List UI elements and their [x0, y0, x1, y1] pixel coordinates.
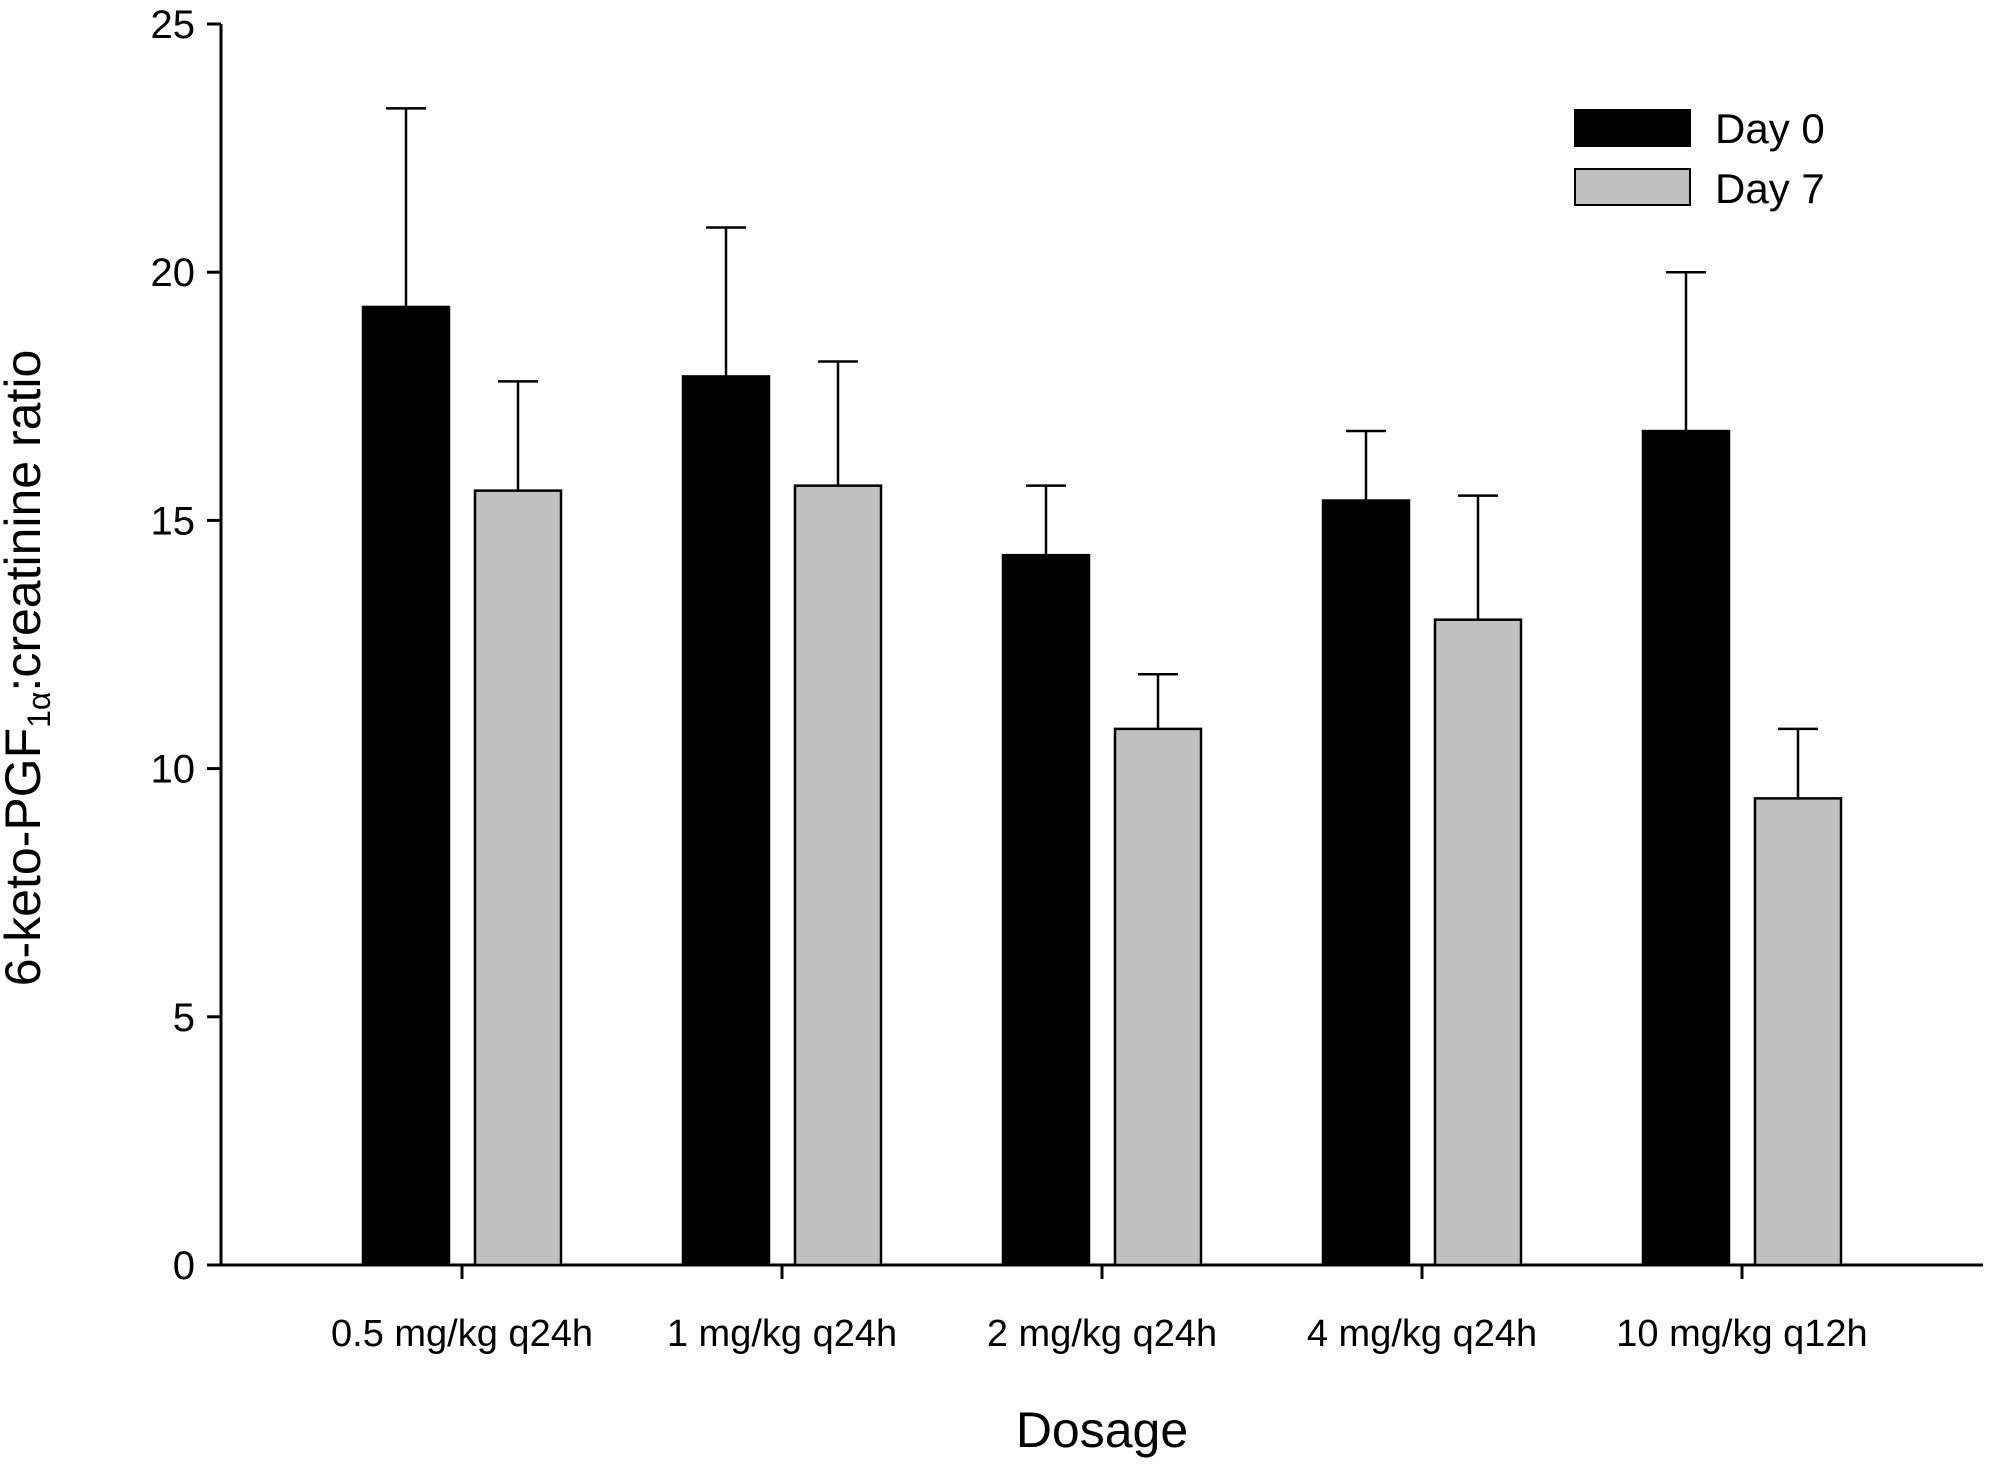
y-tick-label: 20 — [151, 251, 196, 295]
x-axis-title: Dosage — [1016, 1402, 1188, 1458]
x-tick-label: 4 mg/kg q24h — [1307, 1313, 1537, 1355]
bar-day-0 — [361, 305, 451, 1267]
y-tick-label: 25 — [151, 3, 196, 47]
y-tick-label: 0 — [173, 1244, 195, 1288]
y-tick-label: 5 — [173, 996, 195, 1040]
bar-day-0 — [1001, 553, 1091, 1267]
bar-day-7 — [473, 489, 563, 1267]
legend-swatch-day-7 — [1574, 168, 1691, 206]
bar-day-7 — [793, 484, 883, 1267]
y-axis-title-prefix: 6-keto-PGF — [0, 728, 51, 986]
x-tick-label: 10 mg/kg q12h — [1616, 1313, 1867, 1355]
y-tick-label: 10 — [151, 748, 196, 792]
y-axis-title-suffix: :creatinine ratio — [0, 350, 51, 692]
x-axis: 0.5 mg/kg q24h 1 mg/kg q24h 2 mg/kg q24h 4 … — [221, 1263, 1983, 1355]
legend: Day 0 Day 7 — [1574, 105, 1825, 212]
bar-day-7 — [1433, 618, 1523, 1267]
bar-day-7 — [1753, 797, 1843, 1267]
bars — [361, 305, 1843, 1267]
x-tick-label: 2 mg/kg q24h — [987, 1313, 1217, 1355]
legend-swatch-day-0 — [1574, 109, 1691, 147]
bar-day-0 — [681, 375, 771, 1267]
y-tick-label: 15 — [151, 499, 196, 543]
error-bars — [386, 107, 1818, 799]
y-axis: 0 5 10 15 20 25 — [151, 3, 223, 1288]
legend-label-day-7: Day 7 — [1715, 165, 1825, 212]
legend-label-day-0: Day 0 — [1715, 105, 1825, 152]
bar-day-0 — [1641, 429, 1731, 1267]
x-tick-label: 1 mg/kg q24h — [667, 1313, 897, 1355]
y-axis-title-subscript: 1α — [21, 692, 57, 728]
bar-day-0 — [1321, 499, 1411, 1267]
bar-day-7 — [1113, 727, 1203, 1267]
x-tick-label: 0.5 mg/kg q24h — [331, 1313, 593, 1355]
y-axis-title: 6-keto-PGF1α:creatinine ratio — [0, 350, 57, 987]
